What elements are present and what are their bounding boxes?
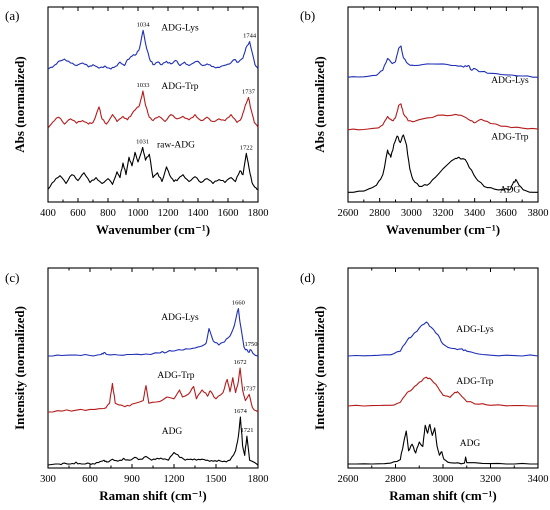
series-label: ADG-Trp xyxy=(161,82,198,92)
series-label: ADG-Trp xyxy=(157,371,194,381)
x-tick-label: 400 xyxy=(40,208,56,219)
x-tick-label: 1400 xyxy=(188,208,209,219)
series-line-adg-trp xyxy=(47,90,259,129)
x-tick-label: 1600 xyxy=(218,208,239,219)
peak-label: 1033 xyxy=(136,82,149,89)
series-label: ADG xyxy=(460,439,481,449)
series-line-adg-trp xyxy=(48,367,259,413)
panel-label: (a) xyxy=(5,8,19,23)
x-tick-label: 1200 xyxy=(164,474,185,485)
series-label: ADG-Trp xyxy=(456,377,493,387)
x-tick-label: 1800 xyxy=(248,208,269,219)
series-line-adg-lys xyxy=(47,29,259,70)
x-axis-label: Raman shift (cm⁻¹) xyxy=(99,488,207,503)
x-tick-label: 3400 xyxy=(528,474,549,485)
y-axis-label: Intensity (normalized) xyxy=(12,306,27,430)
plot-frame xyxy=(47,267,259,469)
series-line-adg-lys xyxy=(48,307,259,357)
peak-label: 1750 xyxy=(245,341,258,348)
series-label: ADG-Lys xyxy=(161,23,199,33)
peak-label: 1674 xyxy=(234,408,248,415)
series-label: ADG-Lys xyxy=(456,325,494,335)
chart-panel-4: (d) 2600 2800 3000 3200 3400 Raman shift (cm⁻¹… xyxy=(300,267,549,503)
peak-label: 1737 xyxy=(243,385,257,392)
x-tick-label: 2600 xyxy=(338,474,359,485)
x-tick-label: 1500 xyxy=(206,474,227,485)
chart-panel-1: (a) 400 600 800 1000 1200 1400 1600 1800 Wavenumb… xyxy=(5,6,269,237)
x-tick-label: 600 xyxy=(70,208,86,219)
x-tick-label: 3200 xyxy=(480,474,501,485)
x-tick-label: 3400 xyxy=(464,208,485,219)
x-axis-label: Wavenumber (cm⁻¹) xyxy=(96,222,210,237)
series-line-adg-lys xyxy=(347,321,539,357)
peak-label: 1660 xyxy=(232,300,245,307)
x-axis-label: Raman shift (cm⁻¹) xyxy=(389,488,497,503)
x-tick-label: 3000 xyxy=(401,208,422,219)
x-tick-label: 2600 xyxy=(338,208,359,219)
y-axis-label: Intensity (normalized) xyxy=(312,306,327,430)
x-tick-label: 600 xyxy=(82,474,98,485)
peak-label: 1034 xyxy=(137,21,151,28)
series-line-adg xyxy=(47,416,259,466)
peak-label: 1672 xyxy=(234,359,247,366)
chart-panel-3: (c) 300 600 900 1200 1500 1800 Raman shift (cm⁻… xyxy=(5,267,269,503)
series-label: ADG xyxy=(500,185,521,195)
x-tick-label: 2800 xyxy=(369,208,390,219)
panel-label: (b) xyxy=(300,8,315,23)
series-line-adg-trp xyxy=(347,376,538,407)
series-line-adg-trp xyxy=(347,103,539,131)
plot-frame xyxy=(47,6,259,203)
x-tick-label: 3600 xyxy=(496,208,517,219)
peak-label: 1031 xyxy=(136,138,149,145)
x-tick-label: 1200 xyxy=(158,208,179,219)
panel-label: (d) xyxy=(300,270,315,285)
x-tick-label: 3000 xyxy=(433,474,454,485)
peak-label: 1737 xyxy=(242,88,256,95)
plot-frame xyxy=(347,6,539,203)
x-tick-label: 3800 xyxy=(528,208,549,219)
y-axis-label: Abs (normalized) xyxy=(12,56,27,152)
x-tick-label: 900 xyxy=(124,474,140,485)
series-label: raw-ADG xyxy=(157,140,195,150)
x-tick-label: 1800 xyxy=(248,474,269,485)
series-label: ADG-Lys xyxy=(491,76,529,86)
series-label: ADG xyxy=(162,427,183,437)
x-tick-label: 2800 xyxy=(385,474,406,485)
x-tick-label: 800 xyxy=(100,208,116,219)
peak-label: 1744 xyxy=(243,33,257,40)
y-axis-label: Abs (normalized) xyxy=(312,56,327,152)
series-line-raw-adg xyxy=(47,146,259,190)
series-label: ADG-Lys xyxy=(161,313,199,323)
series-line-adg xyxy=(348,423,538,465)
panel-label: (c) xyxy=(5,270,19,285)
x-tick-label: 1000 xyxy=(128,208,149,219)
peak-label: 1721 xyxy=(240,427,253,434)
series-line-adg-lys xyxy=(347,45,538,78)
chart-panel-2: (b) 2600 2800 3000 3200 3400 3600 3800 Wavenumbe… xyxy=(300,6,549,237)
series-line-adg xyxy=(348,134,538,193)
x-tick-label: 3200 xyxy=(433,208,454,219)
series-label: ADG-Trp xyxy=(491,133,528,143)
peak-label: 1722 xyxy=(240,144,253,151)
plot-frame xyxy=(347,267,539,469)
x-axis-label: Wavenumber (cm⁻¹) xyxy=(386,222,500,237)
x-tick-label: 300 xyxy=(40,474,56,485)
